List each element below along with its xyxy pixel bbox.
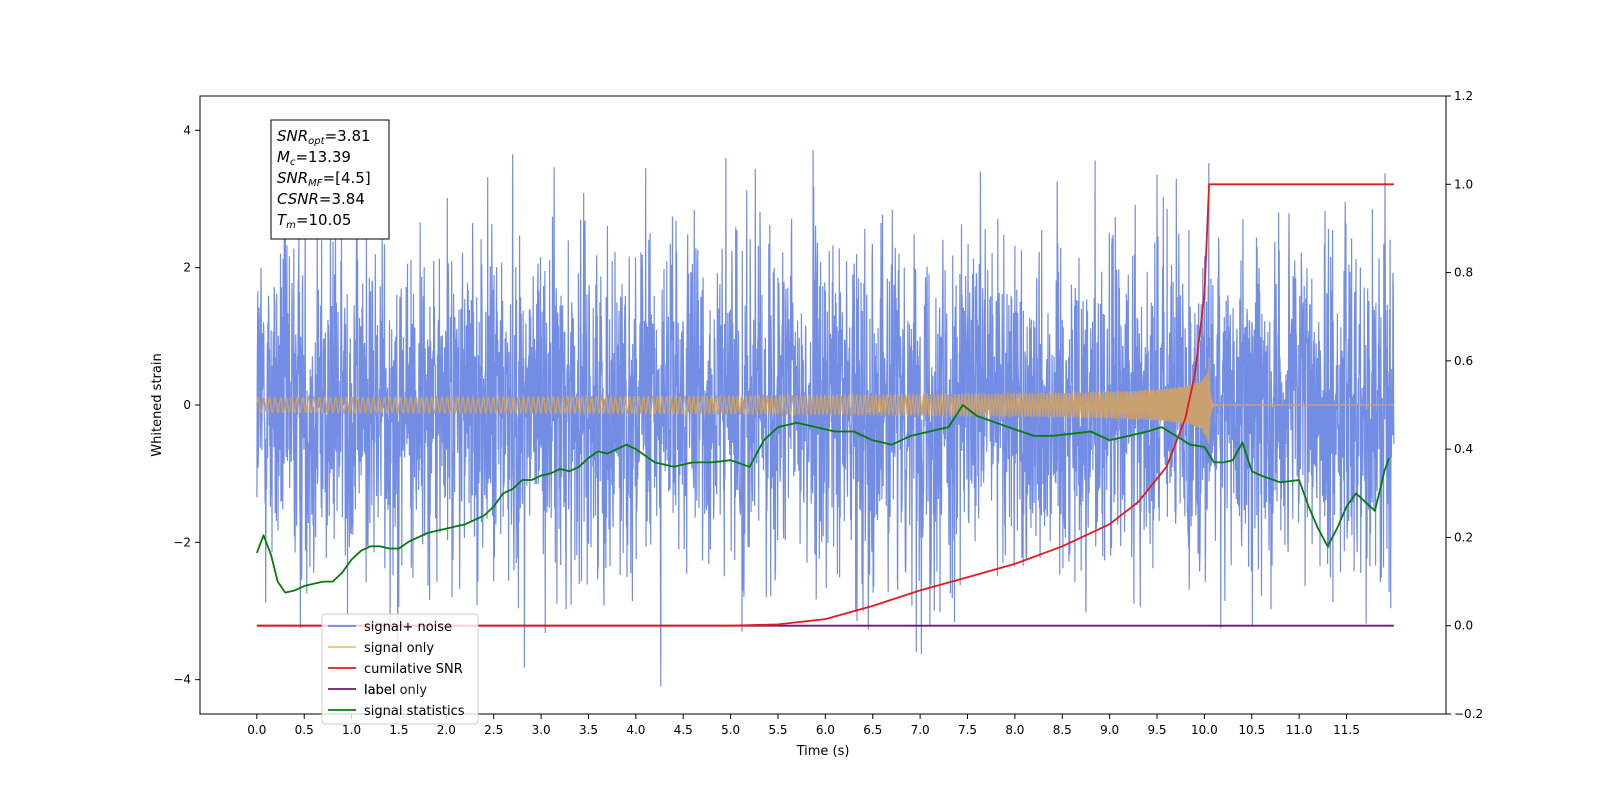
y-axis-label: Whitened strain: [150, 353, 165, 456]
x-tick-label: 11.0: [1286, 723, 1313, 737]
y2-tick-label: 0.6: [1454, 354, 1473, 368]
y2-tick-label: −0.2: [1454, 707, 1483, 721]
x-tick-label: 5.5: [768, 723, 787, 737]
plot-area: [256, 150, 1395, 687]
x-tick-label: 9.5: [1147, 723, 1166, 737]
annotation-line: CSNR=3.84: [277, 190, 365, 208]
x-tick-label: 0.0: [247, 723, 266, 737]
x-tick-label: 5.0: [721, 723, 740, 737]
annotation-line: SNRMF=[4.5]: [277, 169, 371, 189]
annotation-line: Tm=10.05: [277, 211, 351, 231]
annotation-box: [270, 119, 390, 240]
x-tick-label: 8.0: [1005, 723, 1024, 737]
x-tick-label: 6.0: [816, 723, 835, 737]
legend: signal+ noise signal only cumilative SNR la…: [321, 613, 479, 725]
x-tick-label: 1.0: [342, 723, 361, 737]
legend-label: signal statistics: [364, 704, 465, 719]
annotation-line: Mc=13.39: [277, 148, 351, 168]
x-tick-label: 11.5: [1333, 723, 1360, 737]
x-tick-label: 9.0: [1100, 723, 1119, 737]
x-tick-label: 4.0: [626, 723, 645, 737]
x-tick-label: 10.5: [1238, 723, 1265, 737]
y2-tick-label: 0.8: [1454, 266, 1473, 280]
series-signal-statistics: [256, 404, 1390, 594]
y-tick-label: −2: [173, 535, 191, 549]
y-tick-label: 4: [183, 123, 191, 137]
x-tick-label: 6.5: [863, 723, 882, 737]
x-tick-label: 3.0: [532, 723, 551, 737]
y-tick-label: −4: [173, 673, 191, 687]
x-tick-label: 3.5: [579, 723, 598, 737]
legend-label: cumilative SNR: [364, 662, 463, 677]
legend-label: label: [364, 683, 395, 698]
x-tick-label: 4.5: [674, 723, 693, 737]
x-tick-label: 7.5: [958, 723, 977, 737]
legend-label: signal only: [364, 641, 434, 656]
x-tick-label: 10.0: [1191, 723, 1218, 737]
x-tick-label: 8.5: [1053, 723, 1072, 737]
series-cumulative-snr: [256, 183, 1394, 627]
legend-label: signal+ noise: [364, 620, 452, 635]
y-tick-label: 0: [183, 398, 191, 412]
y-axis: 4 2 0 −2 −4: [173, 123, 200, 687]
y2-axis: 1.2 1.0 0.8 0.6 0.4 0.2 0.0 −0.2: [1446, 89, 1483, 721]
annotation-line: SNRopt=3.81: [277, 127, 371, 147]
y2-tick-label: 1.0: [1454, 177, 1473, 191]
y2-tick-label: 1.2: [1454, 89, 1473, 103]
legend-label-overlap: label only: [364, 683, 427, 698]
x-tick-label: 2.0: [437, 723, 456, 737]
series-signal-noise: [256, 150, 1395, 687]
y2-tick-label: 0.0: [1454, 619, 1473, 633]
y2-tick-label: 0.2: [1454, 530, 1473, 544]
x-tick-label: 0.5: [295, 723, 314, 737]
series-signal-only: [256, 357, 1394, 445]
x-tick-label: 2.5: [484, 723, 503, 737]
x-axis: 0.0 0.5 1.0 1.5 2.0 2.5 3.0 3.5 4.0 4.5 5.0 5.5 6.0 6…: [247, 714, 1360, 737]
y2-tick-label: 0.4: [1454, 442, 1473, 456]
y-tick-label: 2: [183, 261, 191, 275]
legend-box: [321, 613, 479, 725]
x-tick-label: 1.5: [389, 723, 408, 737]
x-tick-label: 7.0: [911, 723, 930, 737]
x-axis-label: Time (s): [796, 744, 850, 759]
